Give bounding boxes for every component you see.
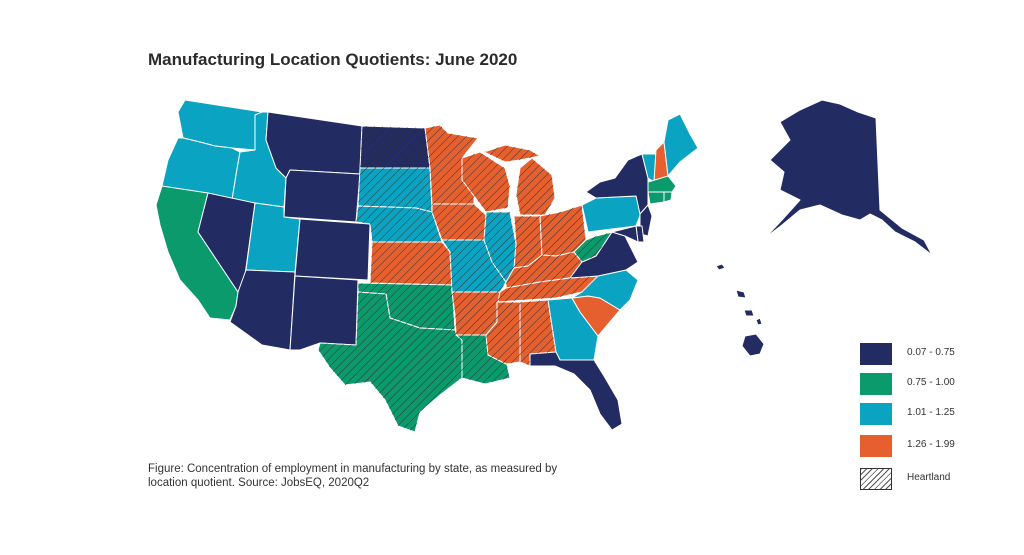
state-MT	[265, 111, 363, 179]
legend-swatch-1	[860, 343, 892, 365]
heartland-hatch-SD	[358, 168, 432, 212]
heartland-hatch-KY	[506, 252, 582, 288]
legend-item-heartland: Heartland	[860, 468, 1010, 490]
heartland-hatch-MO	[442, 240, 506, 292]
heartland-hatch-MI	[484, 145, 540, 162]
legend-swatch-2	[860, 373, 892, 395]
figure-caption: Figure: Concentration of employment in m…	[148, 463, 558, 489]
legend-swatch-heartland	[860, 468, 892, 490]
state-NM	[289, 275, 359, 351]
heartland-hatch-IA	[432, 204, 486, 240]
heartland-hatch-WV	[574, 232, 612, 262]
legend-swatch-4	[860, 435, 892, 457]
legend-label-3: 1.01 - 1.25	[907, 407, 955, 418]
legend-item-3: 1.01 - 1.25	[860, 403, 1010, 425]
heartland-hatch-MI	[516, 158, 555, 215]
legend-item-4: 1.26 - 1.99	[860, 435, 1010, 457]
heartland-hatch-OK	[358, 283, 455, 330]
state-RI	[663, 191, 673, 203]
state-CT	[647, 191, 665, 205]
heartland-hatch-OH	[540, 205, 586, 256]
state-CO	[294, 218, 371, 281]
legend-swatch-3	[860, 403, 892, 425]
legend-item-2: 0.75 - 1.00	[860, 373, 1010, 395]
heartland-hatch-LA	[456, 335, 510, 384]
heartland-hatch-WI	[462, 152, 510, 212]
state-HI-4	[755, 317, 763, 326]
state-ME	[663, 113, 699, 177]
state-MA	[647, 175, 677, 193]
state-FL	[529, 351, 623, 431]
state-HI-5	[741, 333, 765, 357]
state-AK	[764, 99, 933, 256]
legend-label-heartland: Heartland	[907, 472, 951, 483]
heartland-hatch-NE	[356, 206, 442, 242]
heartland-hatch-TN	[498, 276, 598, 302]
heartland-hatch-IL	[484, 212, 516, 282]
heartland-hatch-ND	[360, 126, 430, 168]
legend-label-1: 0.07 - 0.75	[907, 347, 955, 358]
legend-label-4: 1.26 - 1.99	[907, 439, 955, 450]
state-WY	[283, 169, 361, 223]
state-HI-1	[715, 263, 726, 271]
heartland-hatch-TX	[318, 292, 462, 432]
heartland-hatch-IN	[514, 216, 542, 268]
heartland-hatch-AL	[520, 300, 556, 366]
heartland-hatch-MN	[425, 125, 478, 204]
legend-item-1: 0.07 - 0.75	[860, 343, 1010, 365]
state-HI-3	[743, 309, 755, 317]
legend-label-2: 0.75 - 1.00	[907, 377, 955, 388]
state-HI-2	[735, 289, 747, 299]
heartland-hatch-MS	[486, 302, 520, 364]
heartland-hatch-AR	[452, 292, 500, 335]
heartland-hatch-KS	[370, 242, 452, 285]
map-title: Manufacturing Location Quotients: June 2…	[148, 50, 518, 69]
